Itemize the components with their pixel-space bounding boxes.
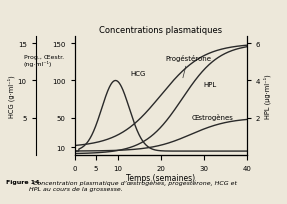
- Text: Prog., Œestr.
(ng·ml⁻¹): Prog., Œestr. (ng·ml⁻¹): [24, 54, 64, 67]
- Text: Progéstérone: Progéstérone: [165, 54, 211, 78]
- Y-axis label: HCG (g·ml⁻¹): HCG (g·ml⁻¹): [7, 75, 15, 117]
- Text: Concentration plasmatique d’œstrogènes, progestérone, HCG et
HPL au cours de la : Concentration plasmatique d’œstrogènes, …: [29, 180, 237, 191]
- Y-axis label: HPL (µg·ml⁻¹): HPL (µg·ml⁻¹): [263, 74, 271, 118]
- Title: Concentrations plasmatiques: Concentrations plasmatiques: [99, 26, 222, 34]
- Text: HCG: HCG: [131, 70, 146, 76]
- Text: Œstrogènes: Œstrogènes: [192, 114, 234, 121]
- X-axis label: Temps (semaines): Temps (semaines): [126, 173, 195, 182]
- Text: Figure 14.: Figure 14.: [6, 180, 42, 184]
- Text: HPL: HPL: [204, 82, 217, 88]
